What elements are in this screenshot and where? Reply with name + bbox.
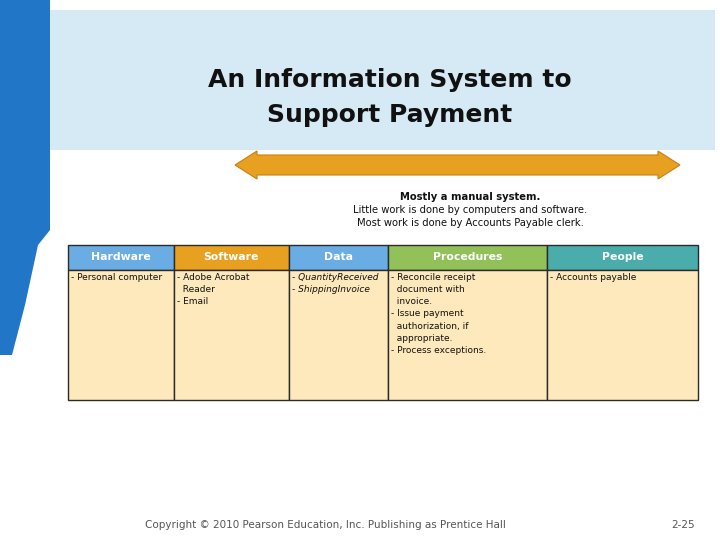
Bar bbox=[0, 0, 50, 150]
Polygon shape bbox=[0, 0, 50, 150]
Text: Procedures: Procedures bbox=[433, 253, 502, 262]
Polygon shape bbox=[0, 305, 25, 355]
Text: - Accounts payable: - Accounts payable bbox=[550, 273, 636, 282]
Text: People: People bbox=[602, 253, 643, 262]
Text: 2-25: 2-25 bbox=[671, 520, 695, 530]
Text: - Personal computer: - Personal computer bbox=[71, 273, 162, 282]
Bar bbox=[68, 245, 174, 270]
Bar bbox=[174, 245, 289, 270]
Text: Data: Data bbox=[324, 253, 353, 262]
Polygon shape bbox=[235, 151, 680, 179]
Text: Mostly a manual system.: Mostly a manual system. bbox=[400, 192, 540, 202]
Bar bbox=[388, 270, 546, 400]
Text: Software: Software bbox=[204, 253, 259, 262]
Text: - QuantityReceived
- ShippingInvoice: - QuantityReceived - ShippingInvoice bbox=[292, 273, 378, 294]
Bar bbox=[289, 270, 388, 400]
Bar bbox=[174, 270, 289, 400]
Bar bbox=[546, 270, 698, 400]
Text: Support Payment: Support Payment bbox=[267, 103, 513, 127]
Text: - Adobe Acrobat
  Reader
- Email: - Adobe Acrobat Reader - Email bbox=[177, 273, 249, 306]
Text: An Information System to: An Information System to bbox=[208, 68, 572, 92]
Bar bbox=[388, 245, 546, 270]
Polygon shape bbox=[0, 150, 50, 305]
Text: Little work is done by computers and software.: Little work is done by computers and sof… bbox=[353, 205, 587, 215]
Bar bbox=[50, 10, 715, 150]
Text: Hardware: Hardware bbox=[91, 253, 150, 262]
Text: Most work is done by Accounts Payable clerk.: Most work is done by Accounts Payable cl… bbox=[356, 218, 583, 228]
Bar bbox=[289, 245, 388, 270]
Text: Copyright © 2010 Pearson Education, Inc. Publishing as Prentice Hall: Copyright © 2010 Pearson Education, Inc.… bbox=[145, 520, 505, 530]
Bar bbox=[68, 270, 174, 400]
Text: - Reconcile receipt
  document with
  invoice.
- Issue payment
  authorization, : - Reconcile receipt document with invoic… bbox=[391, 273, 486, 355]
Bar bbox=[546, 245, 698, 270]
